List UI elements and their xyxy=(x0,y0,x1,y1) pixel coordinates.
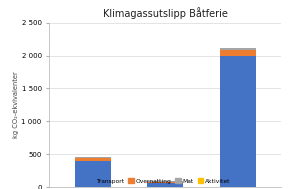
Legend: Transport, Overnatting, Mat, Aktivitet: Transport, Overnatting, Mat, Aktivitet xyxy=(86,176,233,186)
Bar xyxy=(75,157,111,158)
Bar xyxy=(147,183,184,187)
Bar xyxy=(147,181,184,183)
Title: Klimagassutslipp Båtferie: Klimagassutslipp Båtferie xyxy=(103,7,228,19)
Bar xyxy=(220,50,256,56)
Bar xyxy=(220,56,256,187)
Y-axis label: kg CO₂-ekvivalenter: kg CO₂-ekvivalenter xyxy=(13,71,19,138)
Bar xyxy=(75,158,111,161)
Bar xyxy=(220,48,256,50)
Bar xyxy=(75,161,111,187)
